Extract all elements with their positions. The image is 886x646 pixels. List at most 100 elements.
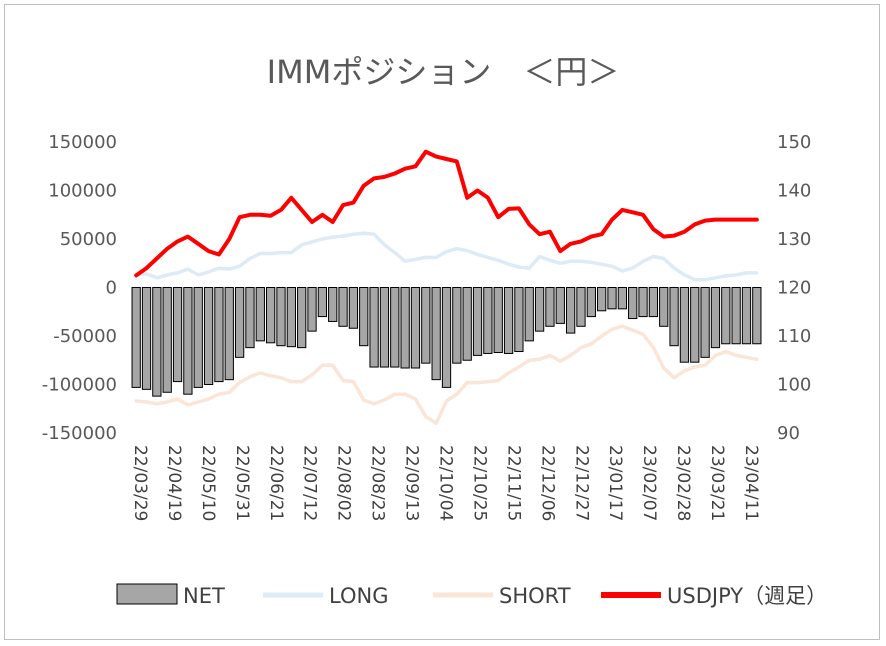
net-bar <box>152 287 162 397</box>
net-bar <box>183 287 193 395</box>
x-tick-label: 23/01/17 <box>605 445 625 521</box>
net-bar <box>524 287 534 342</box>
net-bar <box>255 287 265 342</box>
net-bar <box>390 287 400 368</box>
x-tick-label: 23/04/11 <box>741 445 761 521</box>
right-axis-ticks: 150 140 130 120 110 100 90 <box>777 132 811 444</box>
long-line <box>134 231 759 282</box>
x-tick-label: 22/05/10 <box>198 445 218 521</box>
net-bar <box>586 287 596 318</box>
chart-svg: IMMポジション ＜円＞ 150000 100000 50000 0 -50000 -10… <box>42 53 827 608</box>
right-tick-label: 100 <box>777 375 811 396</box>
net-bar <box>648 287 659 318</box>
x-tick-label: 22/06/21 <box>266 445 286 521</box>
net-bar <box>286 287 296 348</box>
left-axis-ticks: 150000 100000 50000 0 -50000 -100000 -150000 <box>42 132 117 444</box>
net-bar <box>669 287 679 347</box>
right-tick-label: 140 <box>777 181 811 202</box>
left-tick-label: 0 <box>106 278 117 299</box>
x-tick-label: 23/02/28 <box>673 445 693 521</box>
net-bar <box>638 287 648 318</box>
net-bar <box>203 287 214 385</box>
x-tick-label: 22/08/23 <box>368 445 388 521</box>
net-bar <box>597 287 607 312</box>
net-bar <box>462 287 472 361</box>
net-bar <box>576 287 586 327</box>
x-tick-label: 22/09/13 <box>402 445 422 521</box>
net-bar <box>172 287 183 383</box>
x-tick-label: 22/03/29 <box>130 445 150 521</box>
net-bar <box>245 287 255 349</box>
short-line <box>134 324 759 426</box>
net-bar <box>328 287 338 322</box>
legend-swatch-net <box>116 583 178 605</box>
left-tick-label: -150000 <box>42 423 117 444</box>
net-bar <box>162 287 172 393</box>
net-bar <box>721 287 731 345</box>
legend: NET LONG SHORT USDJPY（週足） <box>116 583 827 608</box>
net-bar <box>421 287 431 364</box>
left-tick-label: -100000 <box>42 375 117 396</box>
net-bar <box>690 287 700 363</box>
chart-frame: IMMポジション ＜円＞ 150000 100000 50000 0 -50000 -10… <box>4 4 880 640</box>
x-axis-ticks: 22/03/29 22/04/19 22/05/10 22/05/31 22/06/21… <box>130 445 761 521</box>
x-tick-label: 22/12/06 <box>537 445 557 521</box>
net-bar <box>317 287 328 318</box>
left-tick-label: -50000 <box>53 326 117 347</box>
left-tick-label: 100000 <box>48 181 117 202</box>
usdjpy-line <box>134 149 759 278</box>
chart-title: IMMポジション ＜円＞ <box>267 53 620 91</box>
right-tick-label: 90 <box>777 423 800 444</box>
net-bar <box>628 287 638 320</box>
net-bar <box>659 287 669 327</box>
net-bar <box>452 287 462 364</box>
net-bar <box>441 287 452 388</box>
net-bar <box>545 287 555 327</box>
x-tick-label: 22/07/12 <box>300 445 320 521</box>
legend-label: NET <box>183 584 225 608</box>
x-tick-label: 22/08/02 <box>334 445 354 521</box>
net-bar <box>193 287 203 388</box>
net-bar <box>741 287 752 345</box>
x-tick-label: 23/02/07 <box>639 445 659 521</box>
left-tick-label: 150000 <box>48 132 117 153</box>
right-tick-label: 130 <box>777 229 811 250</box>
net-bar <box>379 287 390 368</box>
net-bar <box>710 287 721 349</box>
x-tick-label: 22/12/27 <box>571 445 591 521</box>
x-tick-label: 22/10/25 <box>469 445 489 521</box>
net-bar <box>752 287 762 345</box>
net-bar <box>338 287 348 327</box>
net-bar <box>472 287 483 356</box>
legend-label: LONG <box>329 584 388 608</box>
right-tick-label: 150 <box>777 132 811 153</box>
net-bar <box>307 287 317 332</box>
x-tick-label: 23/03/21 <box>707 445 727 521</box>
net-bar <box>348 287 359 329</box>
net-bar <box>431 287 441 381</box>
net-bar <box>565 287 576 334</box>
net-bar <box>679 287 690 363</box>
net-bar <box>607 287 617 310</box>
net-bars <box>131 287 762 397</box>
net-bar <box>369 287 379 368</box>
right-tick-label: 110 <box>777 326 811 347</box>
net-bar <box>534 287 545 332</box>
net-bar <box>131 287 141 388</box>
x-tick-label: 22/05/31 <box>232 445 252 521</box>
net-bar <box>555 287 565 324</box>
legend-label: USDJPY（週足） <box>667 584 827 608</box>
x-tick-label: 22/04/19 <box>164 445 184 521</box>
net-bar <box>359 287 369 347</box>
x-tick-label: 22/11/15 <box>503 445 523 521</box>
net-bar <box>400 287 410 369</box>
net-bar <box>234 287 245 358</box>
net-bar <box>266 287 276 344</box>
net-bar <box>483 287 493 354</box>
net-bar <box>503 287 514 354</box>
net-bar <box>617 287 627 310</box>
net-bar <box>214 287 224 383</box>
x-tick-label: 22/10/04 <box>436 445 456 521</box>
net-bar <box>297 287 307 349</box>
net-bar <box>514 287 524 353</box>
